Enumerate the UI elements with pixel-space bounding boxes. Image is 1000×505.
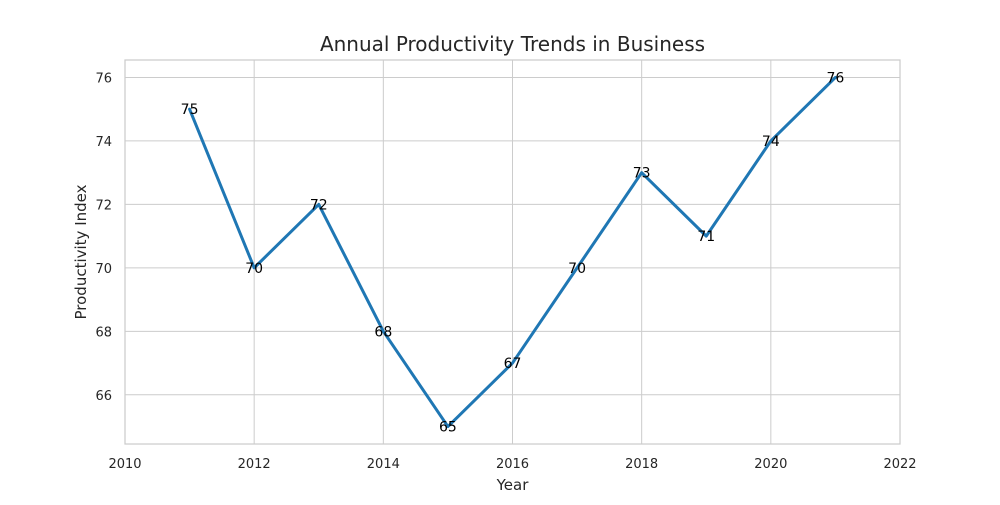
y-tick-label: 74: [95, 135, 112, 150]
y-tick-label: 68: [95, 325, 112, 340]
y-tick-label: 70: [95, 262, 112, 277]
plot-frame: [124, 59, 901, 445]
data-label: 65: [439, 420, 457, 436]
data-label: 71: [697, 229, 715, 245]
x-tick-label: 2014: [367, 457, 400, 472]
data-label: 73: [633, 166, 651, 182]
x-axis-label: Year: [496, 476, 530, 494]
data-labels: 75 70 72 68 65 67 70 73 71 74 76: [181, 70, 845, 435]
x-tick-label: 2022: [883, 457, 916, 472]
y-tick-label: 66: [95, 389, 112, 404]
data-label: 70: [245, 261, 263, 277]
x-axis-ticks: 2010 2012 2014 2016 2018 2020 2022: [108, 457, 916, 472]
y-axis-label: Productivity Index: [72, 184, 90, 319]
y-tick-label: 76: [95, 71, 112, 86]
data-label: 67: [504, 356, 522, 372]
data-label: 76: [827, 70, 845, 86]
chart-title: Annual Productivity Trends in Business: [320, 32, 705, 56]
data-label: 72: [310, 197, 328, 213]
x-tick-label: 2020: [754, 457, 787, 472]
y-axis-ticks: 66 68 70 72 74 76: [95, 71, 112, 403]
data-label: 70: [568, 261, 586, 277]
data-label: 75: [181, 102, 199, 118]
x-tick-label: 2010: [108, 457, 141, 472]
y-tick-label: 72: [95, 198, 112, 213]
data-label: 74: [762, 134, 780, 150]
x-tick-label: 2018: [625, 457, 658, 472]
x-tick-label: 2012: [238, 457, 271, 472]
grid-lines: [124, 60, 901, 444]
series-layer: [188, 75, 837, 429]
series-line: [188, 75, 837, 429]
x-tick-label: 2016: [496, 457, 529, 472]
data-label: 68: [374, 324, 392, 340]
